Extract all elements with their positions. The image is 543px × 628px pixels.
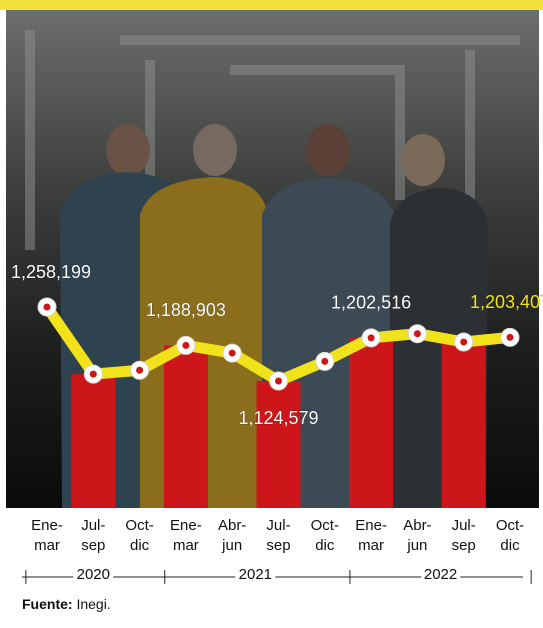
- x-tick-label: Ene-mar: [30, 516, 64, 556]
- bar: [71, 374, 115, 508]
- x-tick-label: Ene-mar: [169, 516, 203, 556]
- year-label: 2022: [421, 566, 460, 583]
- point-center: [275, 378, 282, 385]
- x-tick-label: Oct-dic: [308, 516, 342, 556]
- source: Fuente: Inegi.: [22, 596, 111, 612]
- point-center: [90, 371, 97, 378]
- bar: [442, 342, 486, 508]
- point-center: [321, 358, 328, 365]
- bar: [164, 345, 208, 508]
- x-tick-label: Oct-dic: [123, 516, 157, 556]
- x-tick-label: Oct-dic: [493, 516, 527, 556]
- point-center: [460, 339, 467, 346]
- x-tick-label: Abr-jun: [215, 516, 249, 556]
- x-tick-label: Ene-mar: [354, 516, 388, 556]
- point-center: [229, 350, 236, 357]
- top-strip: [0, 0, 543, 10]
- x-tick-label: Jul-sep: [447, 516, 481, 556]
- value-label: 1,203,407: [470, 292, 543, 312]
- point-center: [44, 304, 51, 311]
- value-label: 1,202,516: [331, 293, 411, 313]
- year-label: 2020: [74, 566, 113, 583]
- x-tick-label: Abr-jun: [400, 516, 434, 556]
- source-label: Fuente:: [22, 596, 73, 612]
- point-center: [182, 342, 189, 349]
- value-label: 1,188,903: [146, 300, 226, 320]
- bar: [257, 381, 301, 508]
- bar: [349, 338, 393, 508]
- value-label: 1,258,199: [11, 262, 91, 282]
- x-tick-label: Jul-sep: [76, 516, 110, 556]
- year-label: 2021: [236, 566, 275, 583]
- point-center: [136, 367, 143, 374]
- point-center: [368, 334, 375, 341]
- point-center: [507, 334, 514, 341]
- x-tick-label: Jul-sep: [262, 516, 296, 556]
- value-label: 1,124,579: [238, 408, 318, 428]
- source-text: Inegi.: [76, 596, 110, 612]
- chart-page: 1,258,199 1,188,903 1,124,579 1,202,516 1,20…: [0, 0, 543, 628]
- point-center: [414, 330, 421, 337]
